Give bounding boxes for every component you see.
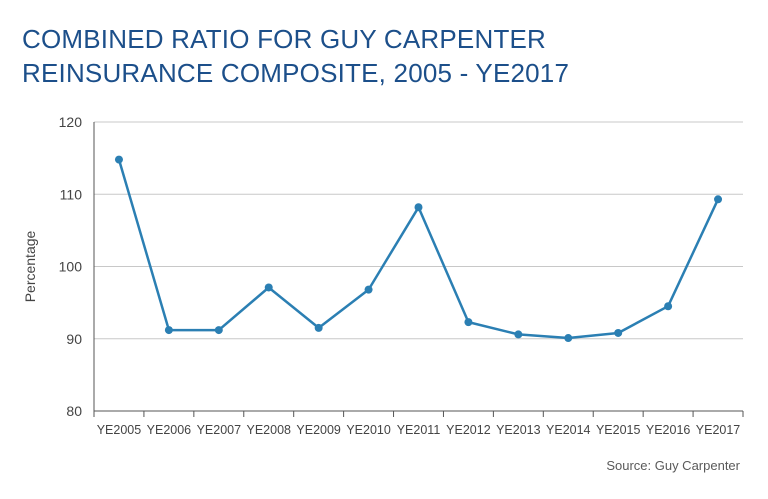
x-tick-label: YE2015: [596, 423, 641, 437]
y-tick-label: 80: [66, 403, 82, 419]
data-point-YE2007: [214, 326, 223, 335]
y-tick-label: 110: [60, 186, 83, 202]
x-tick-label: YE2014: [546, 423, 591, 437]
x-tick-label: YE2008: [246, 423, 291, 437]
x-tick-label: YE2012: [446, 423, 491, 437]
y-tick-label: 120: [59, 114, 83, 130]
x-tick-labels: YE2005 YE2006 YE2007 YE2008 YE2009 YE2010 YE20…: [97, 423, 741, 437]
x-tick-label: YE2011: [397, 423, 441, 437]
x-tick-label: YE2007: [197, 423, 242, 437]
source-note: Source: Guy Carpenter: [606, 458, 740, 473]
x-tick-label: YE2005: [97, 423, 142, 437]
x-tick-label: YE2013: [496, 423, 541, 437]
axes: [93, 122, 744, 417]
x-tick-label: YE2009: [296, 423, 341, 437]
chart-title-line-2: REINSURANCE COMPOSITE, 2005 - YE2017: [22, 58, 570, 88]
data-point-YE2016: [664, 302, 673, 311]
data-point-YE2015: [614, 328, 623, 337]
chart-title-line-1: COMBINED RATIO FOR GUY CARPENTER: [22, 24, 547, 54]
x-tick-label: YE2006: [147, 423, 192, 437]
x-tick-label: YE2016: [646, 423, 691, 437]
x-tick-label: YE2017: [696, 423, 741, 437]
data-point-YE2008: [264, 283, 273, 292]
data-point-YE2006: [164, 326, 173, 335]
data-point-YE2014: [564, 334, 573, 343]
y-axis-label: Percentage: [22, 230, 38, 302]
series-line: [117, 158, 720, 340]
data-points: [114, 155, 723, 343]
data-point-YE2011: [414, 203, 423, 212]
data-point-YE2017: [714, 195, 723, 204]
chart-title: COMBINED RATIO FOR GUY CARPENTER REINSUR…: [22, 22, 569, 90]
gridlines: [94, 121, 743, 340]
y-tick-labels: 80 90 100 110 120: [59, 114, 83, 419]
y-tick-label: 90: [66, 331, 82, 347]
y-tick-label: 100: [59, 259, 83, 275]
data-point-YE2013: [514, 330, 523, 339]
data-point-YE2010: [364, 285, 373, 294]
data-point-YE2009: [314, 323, 323, 332]
data-point-YE2012: [464, 318, 473, 327]
data-point-YE2005: [114, 155, 123, 164]
series-polyline: [117, 158, 720, 340]
x-tick-label: YE2010: [346, 423, 391, 437]
